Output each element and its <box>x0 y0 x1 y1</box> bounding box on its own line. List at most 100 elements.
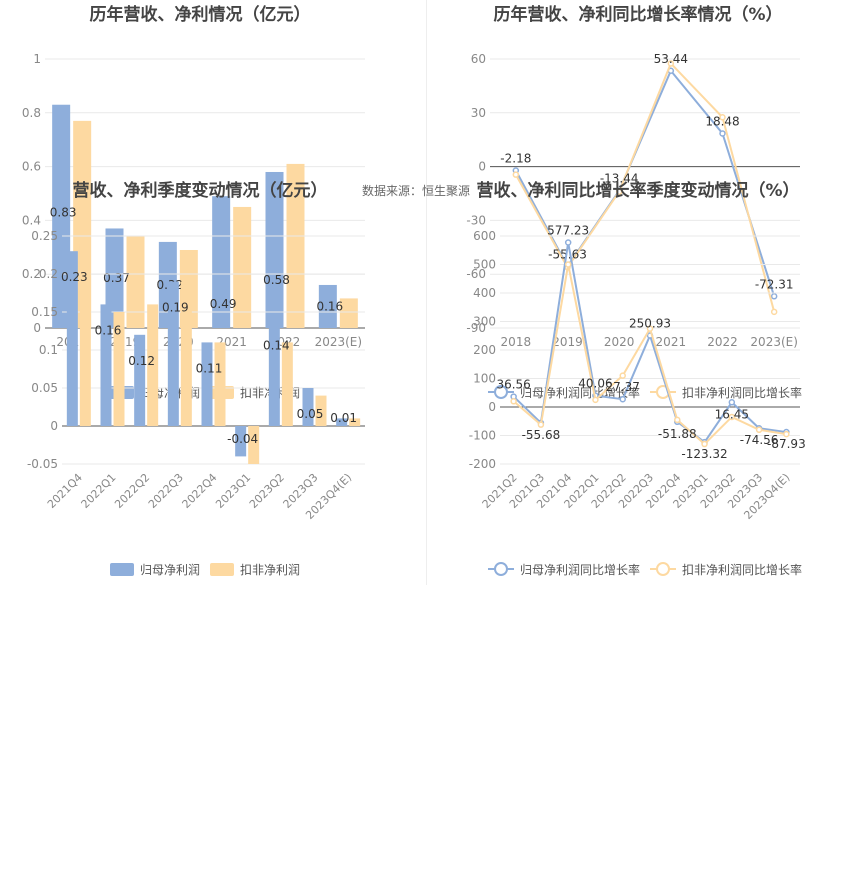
annual-growth-xtick-label: 2021 <box>656 335 687 349</box>
annual-growth-xtick-label: 2020 <box>604 335 635 349</box>
quarter-growth-legend-label: 扣非净利润同比增长率 <box>682 562 802 577</box>
annual-profit-ytick-label: 1 <box>33 52 41 66</box>
annual-growth-data-label: -13.44 <box>600 172 639 186</box>
quarter-growth-data-label: 16.45 <box>715 407 749 421</box>
quarter-profit-xtick-label: 2023Q1 <box>213 471 253 511</box>
quarter-growth-data-label: 36.56 <box>496 378 530 392</box>
quarter-growth-data-label: -51.88 <box>658 427 697 441</box>
quarter-profit-data-label: 0.16 <box>95 323 122 337</box>
quarter-growth-data-label: -123.32 <box>681 447 727 461</box>
quarter-profit-data-label: 0.12 <box>128 354 155 368</box>
quarter-growth-point-deducted <box>674 416 681 424</box>
quarter-growth-point-deducted <box>646 325 654 332</box>
quarter-profit-bar-deducted <box>180 281 192 426</box>
annual-growth-ytick-label: -90 <box>466 321 486 335</box>
annual-profit-data-label: 0.49 <box>210 297 237 311</box>
quarter-growth-point-parent <box>564 239 572 246</box>
annual-profit-bar-parent <box>212 196 231 328</box>
panel-divider <box>426 0 427 585</box>
quarter-growth-data-label: -74.56 <box>740 433 779 447</box>
annual-growth-chart: 历年营收、净利同比增长率情况（%） -90 -60 -30 0 30 60 2018 2019 2… <box>466 4 802 400</box>
annual-growth-data-label: -55.63 <box>548 247 587 261</box>
quarter-profit-bar-parent <box>235 426 247 457</box>
quarter-profit-xtick-label: 2022Q4 <box>180 471 220 511</box>
quarter-profit-bar-parent <box>201 342 213 426</box>
quarter-growth-data-label: 27.37 <box>606 380 640 394</box>
quarter-growth-legend-marker <box>656 562 670 576</box>
annual-growth-xtick-label: 2019 <box>552 335 583 349</box>
quarter-profit-bar-parent <box>134 334 146 426</box>
quarter-growth-ytick-label: 400 <box>473 286 496 300</box>
annual-growth-data-label: -72.31 <box>755 277 794 291</box>
quarter-growth-point-deducted <box>755 426 763 434</box>
quarter-profit-title: 营收、净利季度变动情况（亿元） <box>73 180 328 201</box>
annual-profit-ytick-label: 0.4 <box>22 213 41 227</box>
quarter-growth-ytick-label: 100 <box>473 372 496 386</box>
annual-profit-ytick-label: 0 <box>33 321 41 335</box>
annual-growth-ytick-label: -30 <box>466 213 486 227</box>
quarter-profit-bar-deducted <box>349 418 361 426</box>
quarter-profit-legend-label: 扣非净利润 <box>240 563 300 577</box>
quarter-growth-ytick-label: -200 <box>469 457 496 471</box>
annual-profit-bar-deducted <box>339 298 358 328</box>
annual-growth-ytick-label: 60 <box>471 52 486 66</box>
quarter-profit-xtick-label: 2022Q2 <box>112 471 152 511</box>
quarter-growth-ytick-label: 500 <box>473 258 496 272</box>
quarter-profit-data-label: 0.23 <box>61 270 88 284</box>
annual-profit-title: 历年营收、净利情况（亿元） <box>90 4 311 25</box>
annual-growth-point-deducted <box>512 171 520 178</box>
quarter-growth-point-deducted <box>592 396 599 404</box>
annual-profit-bar-parent <box>318 284 337 328</box>
quarter-profit-bar-parent <box>100 304 112 426</box>
annual-profit-data-label: 0.83 <box>50 206 77 220</box>
quarter-growth-point-parent <box>619 395 626 403</box>
quarter-growth-point-deducted <box>783 430 790 438</box>
quarter-profit-bar-deducted <box>147 304 159 426</box>
quarter-growth-point-deducted <box>728 413 736 421</box>
quarter-profit-legend-swatch <box>110 563 134 576</box>
annual-growth-point-deducted <box>615 188 623 195</box>
quarter-profit-bar-deducted <box>214 342 226 426</box>
quarter-profit-bar-deducted <box>315 395 327 426</box>
annual-growth-legend-marker <box>494 385 508 399</box>
quarter-profit-ytick-label: 0 <box>50 419 58 433</box>
quarter-growth-ytick-label: 0 <box>488 400 496 414</box>
quarter-profit-xtick-label: 2021Q4 <box>45 471 85 511</box>
quarter-profit-ytick-label: -0.05 <box>27 457 58 471</box>
annual-profit-xtick-label: 2023(E) <box>315 335 362 349</box>
annual-profit-ytick-label: 0.6 <box>22 160 41 174</box>
quarter-profit-ytick-label: 0.15 <box>31 305 58 319</box>
quarter-growth-data-label: -87.93 <box>767 437 806 451</box>
annual-profit-data-label: 0.37 <box>103 271 130 285</box>
quarter-profit-xtick-label: 2022Q1 <box>79 471 119 511</box>
quarter-growth-data-label: -55.68 <box>522 428 561 442</box>
annual-growth-point-deducted <box>667 60 675 67</box>
quarter-growth-ytick-label: 600 <box>473 229 496 243</box>
quarter-profit-bar-parent <box>268 319 280 426</box>
quarter-profit-bar-deducted <box>281 342 293 426</box>
annual-profit-bar-deducted <box>126 236 145 328</box>
quarter-profit-legend-label: 归母净利润 <box>140 563 200 577</box>
quarter-profit-data-label: 0.19 <box>162 301 189 315</box>
annual-growth-point-parent <box>719 130 726 137</box>
annual-profit-ytick-label: 0.8 <box>22 106 41 120</box>
annual-growth-title: 历年营收、净利同比增长率情况（%） <box>493 4 782 25</box>
quarter-growth-ytick-label: 300 <box>473 315 496 329</box>
quarter-profit-legend-swatch <box>210 563 234 576</box>
annual-profit-bar-parent <box>105 228 124 328</box>
quarter-profit-ytick-label: 0.1 <box>39 343 58 357</box>
annual-growth-line-deducted <box>514 61 776 313</box>
annual-profit-bar-parent <box>52 104 71 328</box>
annual-profit-data-label: 0.58 <box>263 273 290 287</box>
annual-profit-data-label: 0.16 <box>316 299 343 313</box>
quarter-profit-bar-deducted <box>79 243 91 426</box>
quarter-profit-xtick-label: 2022Q3 <box>146 471 186 511</box>
annual-growth-ytick-label: 30 <box>471 106 486 120</box>
quarter-growth-point-parent <box>728 399 736 406</box>
annual-growth-point-deducted <box>719 114 726 121</box>
source-note: 数据来源：恒生聚源 <box>362 183 470 198</box>
annual-growth-legend-label: 归母净利润同比增长率 <box>520 385 640 400</box>
quarter-growth-data-label: 250.93 <box>629 316 671 330</box>
annual-profit-bar-deducted <box>233 206 252 328</box>
